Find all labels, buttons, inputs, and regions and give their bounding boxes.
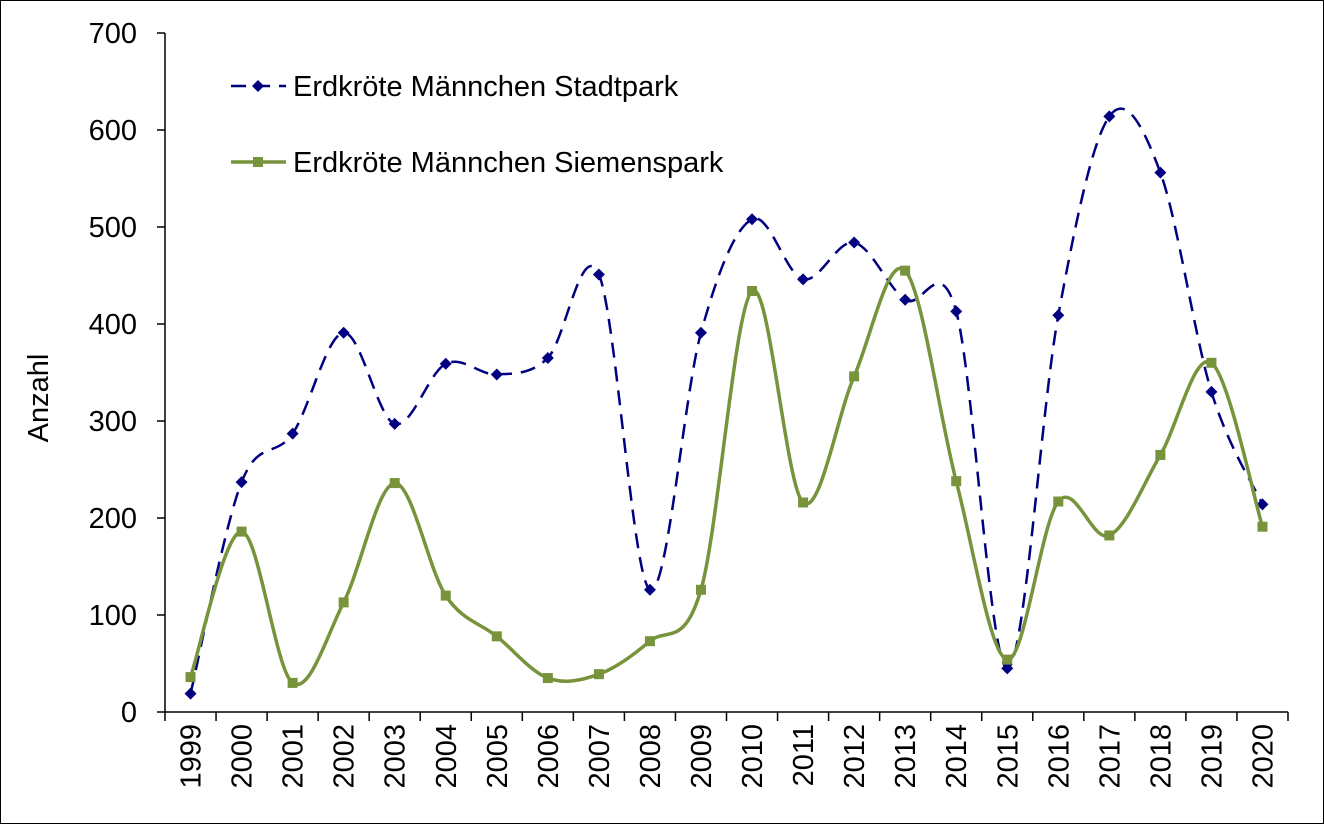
x-tick-label: 2004: [431, 724, 463, 789]
data-point: [644, 636, 655, 647]
legend-item: Erdkröte Männchen Siemenspark: [231, 147, 724, 179]
data-point: [1206, 357, 1217, 368]
data-point: [1002, 654, 1013, 665]
x-tick-label: 2000: [227, 724, 259, 789]
data-point: [695, 584, 706, 595]
y-tick-label: 400: [89, 309, 137, 341]
data-point: [490, 368, 503, 381]
x-tick-label: 2019: [1196, 724, 1228, 789]
series-1: [184, 107, 1269, 700]
series-line: [189, 107, 1264, 694]
x-tick-label: 1999: [176, 724, 208, 789]
x-tick-label: 2011: [788, 724, 820, 786]
data-point: [1154, 166, 1167, 179]
data-point: [643, 583, 656, 596]
x-tick-label: 2015: [992, 724, 1024, 789]
data-point: [798, 497, 809, 508]
data-point: [1001, 662, 1014, 675]
series-layer: [184, 107, 1269, 700]
data-point: [236, 526, 247, 537]
data-point: [849, 371, 860, 382]
data-point: [184, 687, 197, 700]
axes-layer: 0 100 200 300 400 500 600 700 1999 2000 2001 2002 20…: [89, 18, 1289, 789]
data-point: [950, 305, 963, 318]
y-tick-label: 200: [89, 503, 137, 535]
legend-marker: [253, 157, 263, 167]
x-tick-label: 2009: [686, 724, 718, 789]
y-tick-label: 600: [89, 115, 137, 147]
legend-marker: [252, 80, 264, 92]
data-point: [491, 631, 502, 642]
x-tick-label: 2002: [329, 724, 361, 789]
data-point: [1256, 498, 1269, 511]
data-point: [439, 357, 452, 370]
data-point: [388, 417, 401, 430]
data-point: [1104, 530, 1115, 541]
x-tick-label: 2014: [941, 724, 973, 789]
data-point: [337, 326, 350, 339]
data-point: [593, 669, 604, 680]
x-tick-label: 2003: [380, 724, 412, 789]
x-tick-label: 2010: [737, 724, 769, 789]
data-point: [389, 478, 400, 489]
legend-label: Erdkröte Männchen Siemenspark: [293, 147, 724, 179]
data-point: [287, 677, 298, 688]
x-tick-label: 2016: [1043, 724, 1075, 789]
legend-layer: Erdkröte Männchen Stadtpark Erdkröte Männ…: [231, 71, 724, 179]
x-tick-label: 2006: [533, 724, 565, 789]
x-tick-label: 2008: [635, 724, 667, 789]
x-tick-label: 2012: [839, 724, 871, 789]
data-point: [899, 293, 912, 306]
data-point: [185, 672, 196, 683]
legend-label: Erdkröte Männchen Stadtpark: [293, 71, 679, 103]
data-point: [848, 236, 861, 249]
data-point: [592, 268, 605, 281]
data-point: [286, 427, 299, 440]
x-tick-label: 2013: [890, 724, 922, 789]
y-tick-label: 0: [121, 697, 137, 729]
data-point: [1053, 496, 1064, 507]
y-axis-title: Anzahl: [23, 354, 55, 443]
data-point: [338, 597, 349, 608]
legend-item: Erdkröte Männchen Stadtpark: [231, 71, 679, 103]
data-point: [900, 265, 911, 276]
data-point: [797, 273, 810, 286]
data-point: [1257, 521, 1268, 532]
x-tick-label: 2018: [1145, 724, 1177, 789]
data-point: [541, 351, 554, 364]
data-point: [694, 326, 707, 339]
data-point: [1155, 449, 1166, 460]
y-tick-label: 500: [89, 212, 137, 244]
y-tick-label: 100: [89, 600, 137, 632]
data-point: [747, 286, 758, 297]
data-point: [542, 673, 553, 684]
x-tick-label: 2020: [1247, 724, 1279, 789]
data-point: [1205, 385, 1218, 398]
data-point: [1103, 110, 1116, 123]
data-point: [440, 590, 451, 601]
data-point: [235, 476, 248, 489]
data-point: [1052, 309, 1065, 322]
data-point: [746, 213, 759, 226]
data-point: [951, 476, 962, 487]
y-tick-label: 700: [89, 18, 137, 50]
series-2: [185, 265, 1268, 688]
x-tick-label: 2017: [1094, 724, 1126, 789]
x-tick-label: 2001: [278, 724, 310, 789]
series-line: [188, 266, 1265, 687]
y-tick-label: 300: [89, 406, 137, 438]
x-tick-label: 2005: [482, 724, 514, 789]
x-tick-label: 2007: [584, 724, 616, 789]
